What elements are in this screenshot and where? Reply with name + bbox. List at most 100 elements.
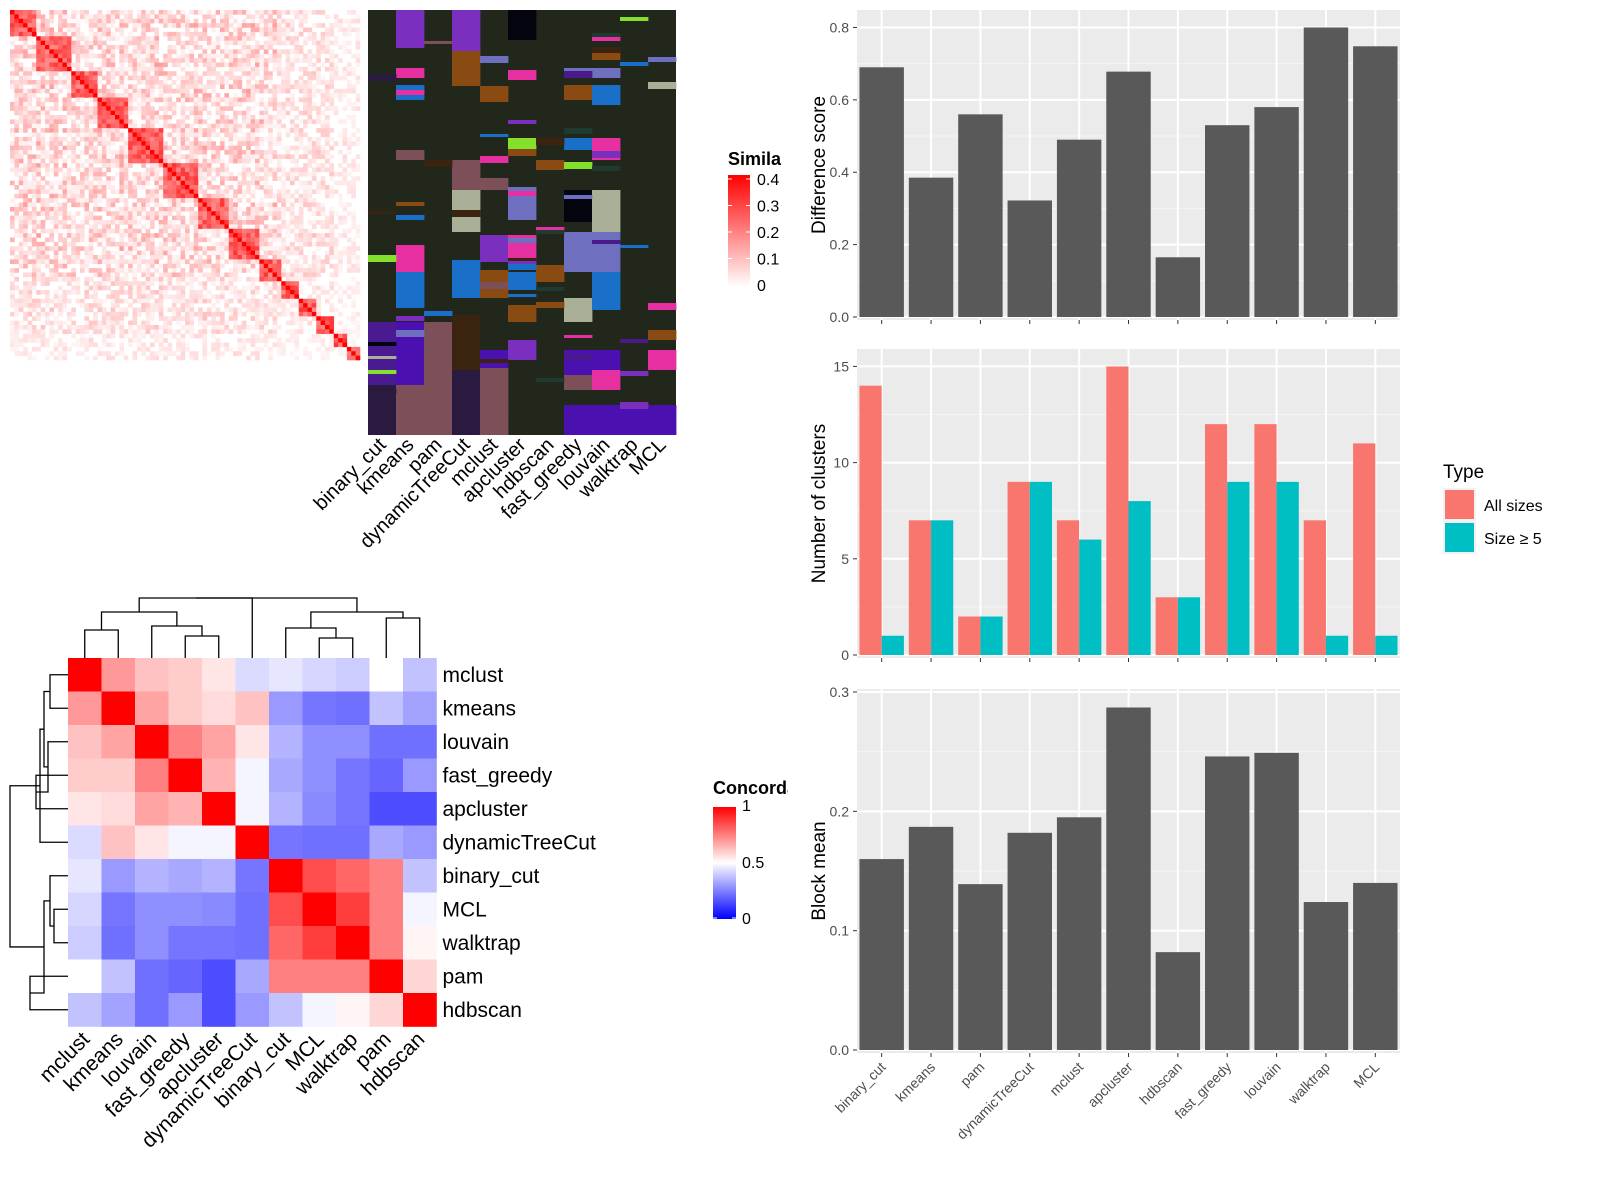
similarity-cell	[294, 198, 300, 203]
similarity-cell	[66, 185, 72, 190]
similarity-cell	[128, 84, 133, 90]
similarity-cell	[263, 268, 269, 273]
similarity-cell	[294, 163, 300, 168]
similarity-cell	[115, 115, 120, 120]
similarity-cell	[93, 66, 98, 72]
concordance-cell	[202, 993, 236, 1027]
similarity-cell	[281, 75, 286, 81]
concordance-cell	[235, 959, 270, 994]
similarity-cell	[316, 110, 321, 116]
type-legend-key	[1445, 523, 1474, 552]
similarity-cell	[88, 180, 94, 186]
similarity-cell	[285, 276, 291, 282]
similarity-cell	[290, 202, 295, 208]
similarity-cell	[88, 128, 94, 133]
similarity-cell	[241, 123, 247, 129]
similarity-cell	[202, 325, 208, 330]
similarity-cell	[119, 220, 125, 225]
similarity-cell	[268, 115, 273, 120]
similarity-cell	[58, 66, 63, 72]
similarity-cell	[250, 255, 256, 260]
similarity-cell	[281, 115, 286, 120]
similarity-cell	[141, 40, 146, 46]
cluster-assignment-block	[592, 166, 621, 171]
similarity-cell	[338, 263, 343, 269]
similarity-cell	[215, 154, 221, 160]
similarity-cell	[136, 281, 142, 286]
similarity-cell	[185, 241, 190, 247]
similarity-cell	[224, 97, 230, 103]
similarity-cell	[237, 206, 243, 212]
similarity-cell	[206, 180, 212, 186]
similarity-cell	[132, 93, 138, 98]
similarity-cell	[150, 128, 155, 133]
similarity-cell	[101, 58, 107, 63]
similarity-cell	[23, 303, 28, 308]
similarity-cell	[342, 303, 348, 308]
cluster-assignment-block	[648, 350, 677, 370]
similarity-cell	[49, 185, 55, 190]
similarity-cell	[171, 45, 177, 50]
similarity-cell	[45, 49, 50, 55]
similarity-cell	[110, 250, 116, 256]
similarity-cell	[290, 158, 295, 164]
similarity-cell	[163, 145, 168, 151]
similarity-cell	[189, 215, 195, 221]
similarity-cell	[233, 246, 238, 251]
similarity-cell	[88, 31, 94, 37]
similarity-cell	[171, 189, 177, 195]
similarity-cell	[198, 333, 203, 339]
similarity-cell	[45, 106, 50, 111]
similarity-cell	[215, 342, 221, 348]
similarity-cell	[255, 333, 260, 339]
similarity-cell	[80, 220, 85, 225]
similarity-cell	[101, 338, 107, 343]
similarity-cell	[215, 202, 221, 208]
similarity-cell	[281, 171, 286, 177]
similarity-cell	[40, 14, 46, 20]
concordance-cell	[369, 825, 404, 860]
similarity-cell	[45, 58, 50, 63]
similarity-cell	[31, 10, 37, 15]
similarity-cell	[23, 220, 28, 225]
similarity-cell	[150, 281, 155, 286]
similarity-cell	[36, 303, 41, 308]
similarity-cell	[193, 145, 199, 151]
similarity-cell	[206, 171, 212, 177]
similarity-cell	[106, 241, 111, 247]
similarity-cell	[268, 202, 273, 208]
similarity-cell	[53, 263, 59, 269]
similarity-cell	[158, 220, 164, 225]
similarity-cell	[106, 71, 111, 76]
similarity-cell	[189, 355, 195, 361]
similarity-cell	[241, 158, 247, 164]
similarity-cell	[66, 224, 72, 230]
similarity-cell	[167, 329, 173, 335]
similarity-cell	[128, 53, 133, 59]
similarity-cell	[27, 158, 33, 164]
similarity-cell	[84, 180, 90, 186]
similarity-cell	[198, 202, 203, 208]
similarity-cell	[154, 31, 160, 37]
similarity-cell	[158, 80, 164, 85]
similarity-cell	[145, 228, 151, 234]
similarity-cell	[154, 36, 160, 41]
similarity-cell	[31, 128, 37, 133]
similarity-cell	[132, 255, 138, 260]
similarity-cell	[84, 119, 90, 125]
similarity-cell	[311, 259, 317, 265]
similarity-cell	[163, 263, 168, 269]
similarity-cell	[154, 58, 160, 63]
similarity-cell	[110, 255, 116, 260]
similarity-cell	[338, 180, 343, 186]
similarity-cell	[62, 53, 68, 59]
concordance-heatmap	[68, 658, 437, 1027]
similarity-cell	[237, 141, 243, 146]
similarity-cell	[263, 88, 269, 94]
similarity-cell	[233, 150, 238, 155]
similarity-cell	[158, 246, 164, 251]
similarity-cell	[53, 62, 59, 68]
similarity-cell	[101, 84, 107, 90]
similarity-cell	[202, 294, 208, 300]
similarity-cell	[290, 351, 295, 356]
